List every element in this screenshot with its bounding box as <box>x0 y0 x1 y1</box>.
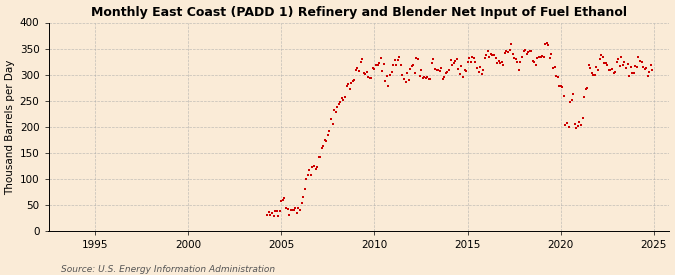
Title: Monthly East Coast (PADD 1) Refinery and Blender Net Input of Fuel Ethanol: Monthly East Coast (PADD 1) Refinery and… <box>90 6 626 18</box>
Text: Source: U.S. Energy Information Administration: Source: U.S. Energy Information Administ… <box>61 265 275 274</box>
Y-axis label: Thousand Barrels per Day: Thousand Barrels per Day <box>5 59 16 194</box>
